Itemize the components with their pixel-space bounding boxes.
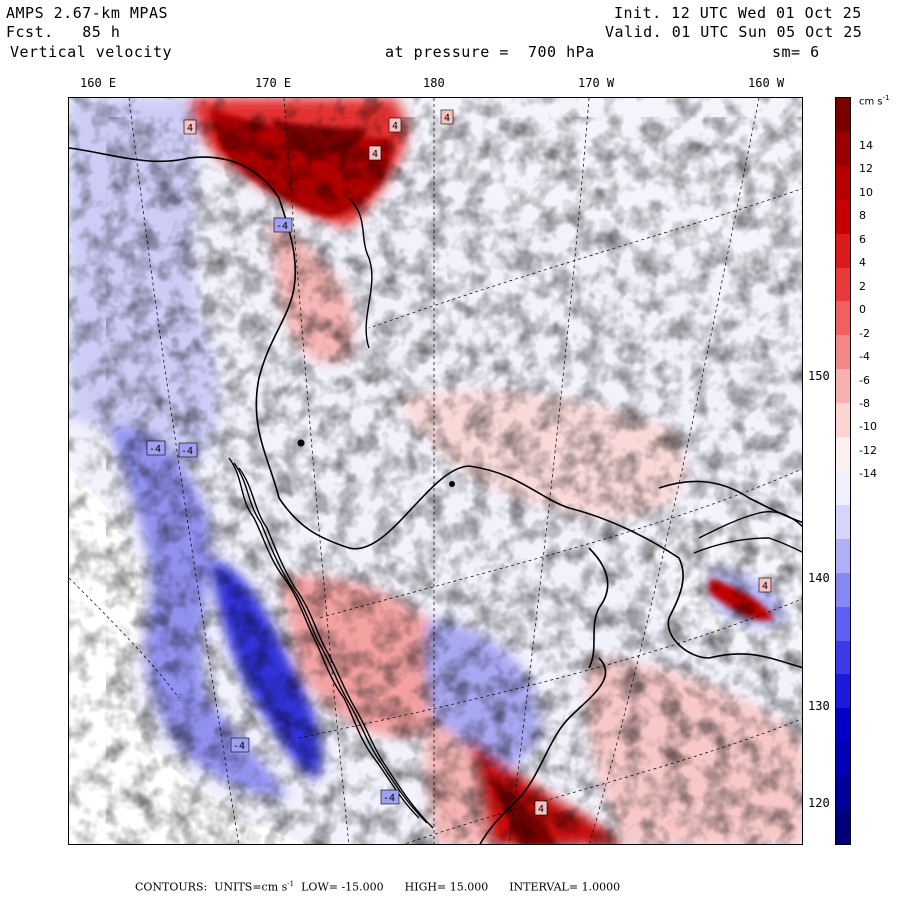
- contour-label: 4: [440, 109, 454, 125]
- contour-label: -4: [146, 440, 166, 456]
- colorbar-segment: [836, 742, 850, 777]
- svg-text:4: 4: [372, 149, 378, 160]
- pressure-level: at pressure = 700 hPa: [385, 43, 595, 61]
- colorbar-label: 4: [859, 256, 866, 270]
- svg-text:4: 4: [444, 113, 450, 124]
- contour-label: 4: [388, 117, 402, 133]
- pressure-label: at pressure =: [385, 43, 509, 61]
- init-time: Init. 12 UTC Wed 01 Oct 25: [614, 4, 862, 22]
- footer-low: LOW= -15.000: [301, 880, 384, 894]
- coastlines: [69, 147, 802, 844]
- svg-text:4: 4: [392, 121, 398, 132]
- colorbar-label: 14: [859, 139, 873, 152]
- colorbar-label: 6: [859, 232, 866, 246]
- map-svg: 4 4 4 4 -4 -4 -4 -4 -4 4 4: [69, 98, 802, 844]
- colorbar-label: -10: [859, 420, 877, 434]
- colorbar-label: 2: [859, 279, 866, 293]
- colorbar-segment: [836, 369, 850, 404]
- colorbar-segment: [836, 199, 850, 235]
- colorbar-segment: [836, 708, 850, 743]
- svg-text:-4: -4: [233, 741, 245, 752]
- model-title: AMPS 2.67-km MPAS: [6, 4, 169, 22]
- texture-blue: [106, 117, 802, 844]
- colorbar-units: cm s-1: [859, 94, 890, 107]
- colorbar-label: -2: [859, 326, 870, 340]
- field-name: Vertical velocity: [10, 43, 173, 61]
- contour-info: CONTOURS: UNITS=cm s-1 LOW= -15.000 HIGH…: [135, 880, 620, 894]
- footer-interval: INTERVAL= 1.0000: [509, 880, 621, 894]
- contour-label: -4: [273, 217, 293, 233]
- colorbar-segment: [836, 538, 850, 574]
- colorbar-segment: [836, 640, 850, 675]
- forecast-value: 85 h: [82, 23, 121, 41]
- valid-time: Valid. 01 UTC Sun 05 Oct 25: [605, 23, 863, 41]
- colorbar-label: -12: [859, 443, 877, 457]
- contour-label: 4: [368, 145, 382, 161]
- color-scale-bar: [835, 97, 851, 845]
- smoothing: sm= 6: [772, 43, 820, 61]
- colorbar-segment: [836, 471, 850, 506]
- colorbar-label: 10: [859, 185, 873, 199]
- lon-label-160w: 160 W: [748, 76, 785, 90]
- svg-text:-4: -4: [276, 221, 288, 232]
- svg-text:4: 4: [538, 804, 544, 815]
- colorbar-segment: [836, 335, 850, 370]
- lon-label-160e: 160 E: [80, 76, 117, 90]
- forecast-label: Fcst.: [6, 23, 54, 41]
- colorbar-segment: [836, 776, 850, 811]
- contour-label: 4: [534, 800, 548, 816]
- svg-text:-4: -4: [149, 444, 161, 455]
- svg-text:4: 4: [762, 581, 768, 592]
- svg-text:-4: -4: [181, 446, 193, 457]
- colorbar-segment: [836, 131, 850, 167]
- lon-label-170w: 170 W: [578, 76, 615, 90]
- station-marker: [297, 439, 305, 447]
- colorbar-segment: [836, 674, 850, 709]
- svg-text:4: 4: [187, 123, 193, 134]
- vertical-velocity-map: 4 4 4 4 -4 -4 -4 -4 -4 4 4: [68, 97, 803, 845]
- colorbar-segment: [836, 98, 850, 133]
- footer-contours: CONTOURS:: [135, 880, 208, 894]
- colorbar-segment: [836, 572, 850, 608]
- contour-label: -4: [178, 442, 198, 458]
- graticule: [69, 98, 802, 844]
- lon-label-180: 180: [423, 76, 445, 90]
- colorbar-label: 8: [859, 209, 866, 223]
- forecast-hour: Fcst. 85 h: [6, 23, 120, 41]
- colorbar-segment: [836, 165, 850, 201]
- pressure-value: 700 hPa: [527, 43, 595, 61]
- colorbar-label: -4: [859, 350, 870, 364]
- colorbar-segment: [836, 267, 850, 302]
- colorbar-label: -14: [859, 467, 877, 481]
- colorbar-segment: [836, 504, 850, 540]
- colorbar-segment: [836, 606, 850, 642]
- colorbar-segment: [836, 403, 850, 438]
- station-marker: [449, 481, 455, 487]
- contour-label: -4: [380, 789, 400, 805]
- contour-label: -4: [230, 737, 250, 753]
- colorbar-label: -8: [859, 396, 870, 410]
- colorbar-units-text: cm s: [859, 96, 883, 108]
- lon-label-170e: 170 E: [255, 76, 292, 90]
- contour-labels: 4 4 4 4 -4 -4 -4 -4 -4 4 4: [146, 109, 772, 816]
- colorbar-segment: [836, 437, 850, 472]
- colorbar-label: 12: [859, 162, 873, 176]
- footer-units-exp: -1: [287, 880, 295, 888]
- svg-text:-4: -4: [383, 793, 395, 804]
- colorbar-units-exp: -1: [882, 94, 890, 102]
- colorbar-label: -6: [859, 373, 870, 387]
- contour-label: 4: [183, 119, 197, 135]
- colorbar-segment: [836, 810, 850, 845]
- colorbar-label: 0: [859, 303, 866, 317]
- colorbar-segment: [836, 233, 850, 269]
- footer-high: HIGH= 15.000: [404, 880, 489, 894]
- footer-units: UNITS=cm s: [214, 880, 288, 894]
- contour-label: 4: [758, 577, 772, 593]
- colorbar-segment: [836, 301, 850, 336]
